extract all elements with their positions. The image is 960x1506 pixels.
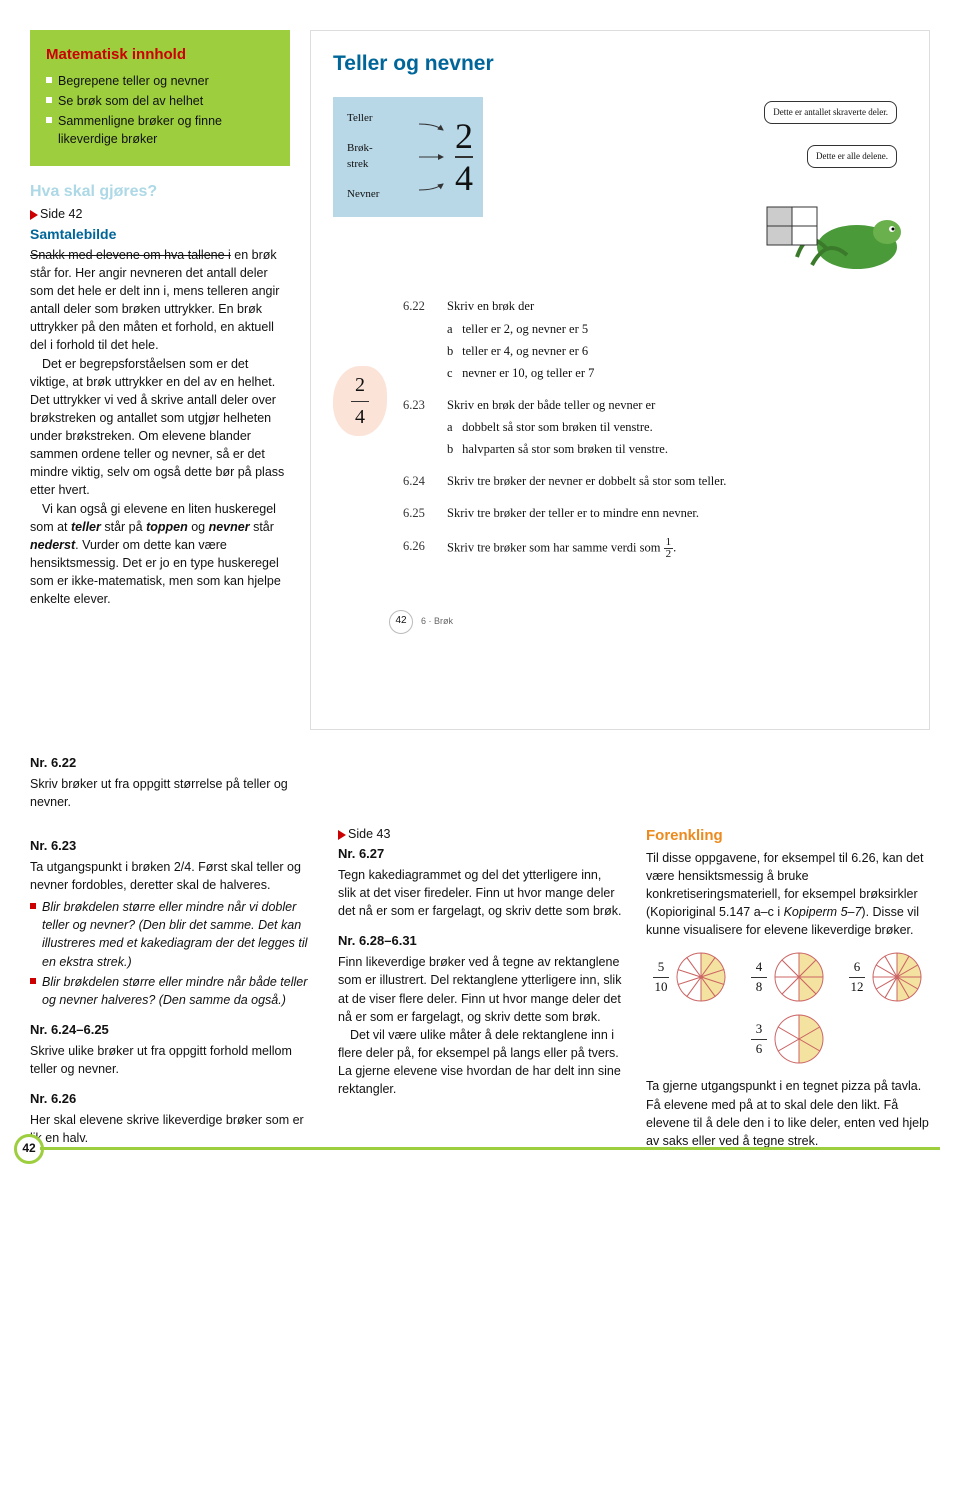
exercise-row: 6.25Skriv tre brøker der teller er to mi… <box>403 504 907 522</box>
paragraph: Snakk med elevene om hva tallene i en br… <box>30 246 290 355</box>
exercise-list: 6.22Skriv en brøk dera teller er 2, og n… <box>403 297 907 559</box>
exercise-row: 6.23Skriv en brøk der både teller og nev… <box>403 396 907 458</box>
bullet: Blir brøkdelen større eller mindre når b… <box>30 973 314 1009</box>
speech-bubble: Dette er antallet skraverte deler. <box>764 101 897 124</box>
box-title: Matematisk innhold <box>46 44 274 66</box>
page-number: 42 <box>389 610 413 634</box>
speech-bubble: Dette er alle delene. <box>807 145 897 168</box>
bullet: Sammenligne brøker og finne likeverdige … <box>46 112 274 148</box>
section-title: Forenkling <box>646 825 930 847</box>
guide-col-2: Side 43 Nr. 6.27 Tegn kakediagrammet og … <box>338 825 622 1150</box>
paragraph: Det er begrepsforståelsen som er det vik… <box>30 355 290 500</box>
exercise-heading: Nr. 6.27 <box>338 845 622 864</box>
section-title: Hva skal gjøres? <box>30 180 290 203</box>
bullet: Begrepene teller og nevner <box>46 72 274 90</box>
page-number-badge: 42 <box>14 1134 940 1164</box>
pie-chart-item: 612 <box>849 951 923 1003</box>
textbook-page: Teller og nevner Teller Brøk- strek Nevn… <box>310 30 930 730</box>
margin-fraction: 24 <box>335 371 385 431</box>
paragraph: Vi kan også gi elevene en liten huskereg… <box>30 500 290 609</box>
grasshopper-icon <box>757 177 907 277</box>
guide-col-3: Forenkling Til disse oppgavene, for ekse… <box>646 825 930 1150</box>
pie-chart-grid: 510 48 612 36 <box>646 951 930 1065</box>
triangle-icon <box>338 830 346 840</box>
triangle-icon <box>30 210 38 220</box>
paragraph: Ta utgangspunkt i brøken 2/4. Først skal… <box>30 858 314 894</box>
page-title: Teller og nevner <box>333 49 907 79</box>
green-content-box: Matematisk innhold Begrepene teller og n… <box>30 30 290 166</box>
page-footer: 42 6 · Brøk <box>389 610 907 634</box>
exercise-heading: Nr. 6.23 <box>30 837 314 856</box>
side-ref: Side 43 <box>338 825 622 843</box>
pie-chart-item: 48 <box>751 951 825 1003</box>
pie-chart-item: 510 <box>653 951 727 1003</box>
paragraph: Finn likeverdige brøker ved å tegne av r… <box>338 953 622 1026</box>
teacher-guide-column: Matematisk innhold Begrepene teller og n… <box>30 30 290 730</box>
side-ref: Side 42 <box>30 205 290 223</box>
exercise-row: 6.24Skriv tre brøker der nevner er dobbe… <box>403 472 907 490</box>
paragraph: Skriv brøker ut fra oppgitt størrelse på… <box>30 775 290 811</box>
chapter-ref: 6 · Brøk <box>421 615 453 628</box>
arrow-icon <box>417 112 447 202</box>
sub-title: Samtalebilde <box>30 224 290 244</box>
exercise-row: 6.22Skriv en brøk dera teller er 2, og n… <box>403 297 907 382</box>
exercise-row: 6.26Skriv tre brøker som har samme verdi… <box>403 537 907 560</box>
guide-col-1: Nr. 6.23 Ta utgangspunkt i brøken 2/4. F… <box>30 825 314 1150</box>
pie-chart-item: 36 <box>751 1013 825 1065</box>
bullet: Se brøk som del av helhet <box>46 92 274 110</box>
paragraph: Tegn kakediagrammet og del det ytterlige… <box>338 866 622 920</box>
illustration: Dette er antallet skraverte deler. Dette… <box>497 97 907 277</box>
fraction-display: 2 4 <box>455 118 473 196</box>
paragraph: Det vil være ulike måter å dele rektangl… <box>338 1026 622 1099</box>
paragraph: Til disse oppgavene, for eksempel til 6.… <box>646 849 930 940</box>
fraction-label-box: Teller Brøk- strek Nevner 2 4 <box>333 97 483 217</box>
bullet: Blir brøkdelen større eller mindre når v… <box>30 898 314 971</box>
paragraph: Skrive ulike brøker ut fra oppgitt forho… <box>30 1042 314 1078</box>
exercise-heading: Nr. 6.26 <box>30 1090 314 1109</box>
exercise-heading: Nr. 6.22 <box>30 754 290 773</box>
exercise-heading: Nr. 6.24–6.25 <box>30 1021 314 1040</box>
exercise-heading: Nr. 6.28–6.31 <box>338 932 622 951</box>
